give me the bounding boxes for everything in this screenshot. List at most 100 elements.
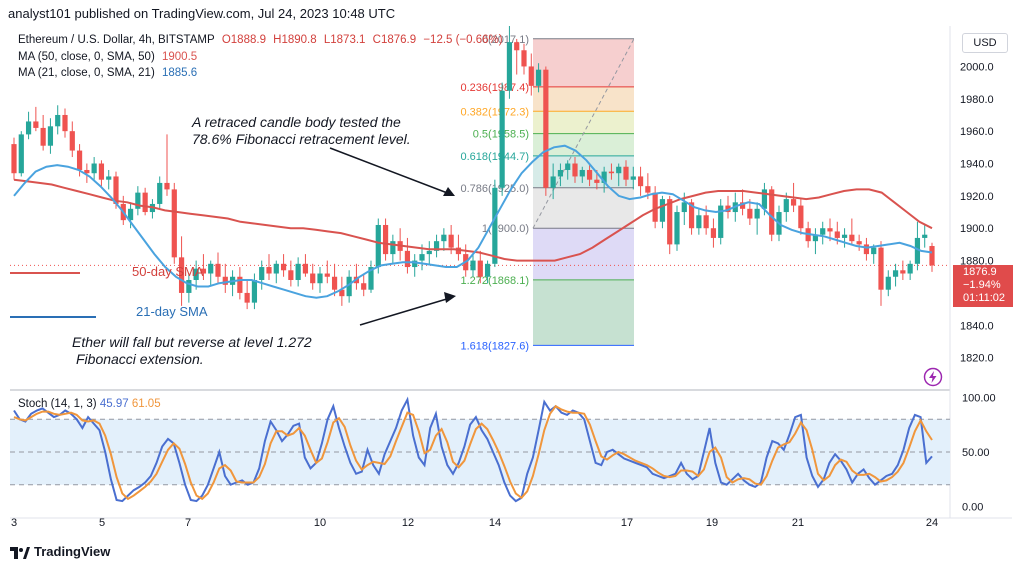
price-tick-label: 1940.0 [960,159,994,171]
candle-body [390,241,396,255]
candle-body [885,276,891,290]
candle-body [339,289,345,297]
ohlc-open: O1888.9 [221,34,266,46]
symbol-legend: Ethereum / U.S. Dollar, 4h, BITSTAMP O18… [18,34,507,46]
candle-body [645,186,651,193]
fib-zone-0.5 [533,133,634,156]
candle-body [878,247,884,290]
candle-body [288,270,294,280]
candle-body [841,234,848,238]
candle-body [324,273,330,277]
candle-body [586,169,593,180]
candle-body [84,169,90,174]
ma50-value: 1900.5 [161,51,198,63]
candle-body [193,268,199,280]
candle-body [237,276,243,293]
candle-body [543,69,549,188]
candle-body [659,199,666,222]
candle-body [572,163,578,177]
price-tick-label: 1880.0 [960,256,994,268]
currency-button[interactable]: USD [962,33,1008,53]
fib-zone-0.236 [533,86,634,112]
candle-body [186,279,192,293]
candle-body [11,144,17,174]
ma50-label: MA (50, close, 0, SMA, 50) [18,51,155,63]
stoch-k-line [13,396,933,503]
fib-level-label: 0.382(1972.3) [461,106,530,118]
fib-zone-0.382 [533,111,634,134]
candle-body [55,114,61,127]
candle-body [178,257,185,293]
candle-body [477,260,483,277]
candle-body [506,42,513,91]
candle-body [33,121,39,128]
candle-body [382,224,389,255]
candle-body [361,283,367,290]
last-price-label: 1876.9 −1.94% 01:11:02 [953,265,1013,307]
price-tick-label: 1820.0 [960,353,994,365]
candle-body [718,205,724,238]
candle-body [368,267,374,290]
lightning-icon[interactable] [923,367,943,392]
stoch-tick-label: 100.00 [962,392,996,404]
candle-body [812,234,819,242]
ohlc-high: H1890.8 [273,34,317,46]
fib-zone-1.272 [533,279,634,346]
candle-body [674,212,680,245]
candle-body [907,263,913,274]
candle-body [492,187,498,264]
candle-body [200,268,207,274]
bar-timer: 01:11:02 [963,292,1006,304]
ma21-tag: 21-day SMA [136,304,208,319]
candle-body [412,260,418,268]
price-tick-label: 1980.0 [960,94,994,106]
candle-body [499,90,505,188]
candle-body [208,263,214,274]
stoch-d-value: 61.05 [131,398,161,410]
candle-body [754,208,760,219]
fib-level-label: 0.236(1987.4) [461,82,530,94]
candle-body [616,166,622,174]
candle-body [849,234,855,242]
fib-level-label: 1.272(1868.1) [461,275,530,287]
candle-body [863,244,870,255]
stoch-tick-label: 50.00 [962,447,990,459]
annotation-extension: Ether will fall but reverse at level 1.2… [72,334,312,368]
time-tick-label: 12 [402,517,414,529]
candle-body [273,263,279,274]
candle-body [528,66,534,86]
ohlc-close: C1876.9 [372,34,417,46]
candle-body [18,134,24,174]
candle-body [244,292,250,303]
ma50-line [13,178,933,262]
candle-body [62,114,68,132]
ohlc-change: −12.5 (−0.66%) [423,34,503,46]
annotation-fib-test-line1: A retraced candle body tested the [192,114,401,130]
tradingview-logo[interactable]: TradingView [10,544,110,559]
price-tick-label: 1960.0 [960,126,994,138]
stoch-tick-label: 0.00 [962,502,983,514]
stoch-label: Stoch (14, 1, 3) [18,398,97,410]
candle-body [215,263,221,277]
stoch-d-line [13,404,933,501]
candle-body [790,199,797,206]
time-tick-label: 5 [99,517,105,529]
candle-body [922,234,928,238]
fib-zone-1 [533,228,634,280]
fib-level-label: 0.618(1944.7) [461,151,530,163]
candle-body [594,179,600,183]
candle-body [280,263,287,271]
candle-body [164,182,170,190]
candle-body [455,247,462,255]
time-tick-label: 14 [489,517,501,529]
time-tick-label: 10 [314,517,326,529]
candle-body [514,42,520,51]
candle-body [142,192,148,213]
candle-body [637,176,644,187]
candle-body [310,273,316,284]
annotation-arrowhead-upper [443,187,455,196]
candle-body [426,250,432,255]
candle-body [433,241,440,251]
candle-body [739,202,746,209]
